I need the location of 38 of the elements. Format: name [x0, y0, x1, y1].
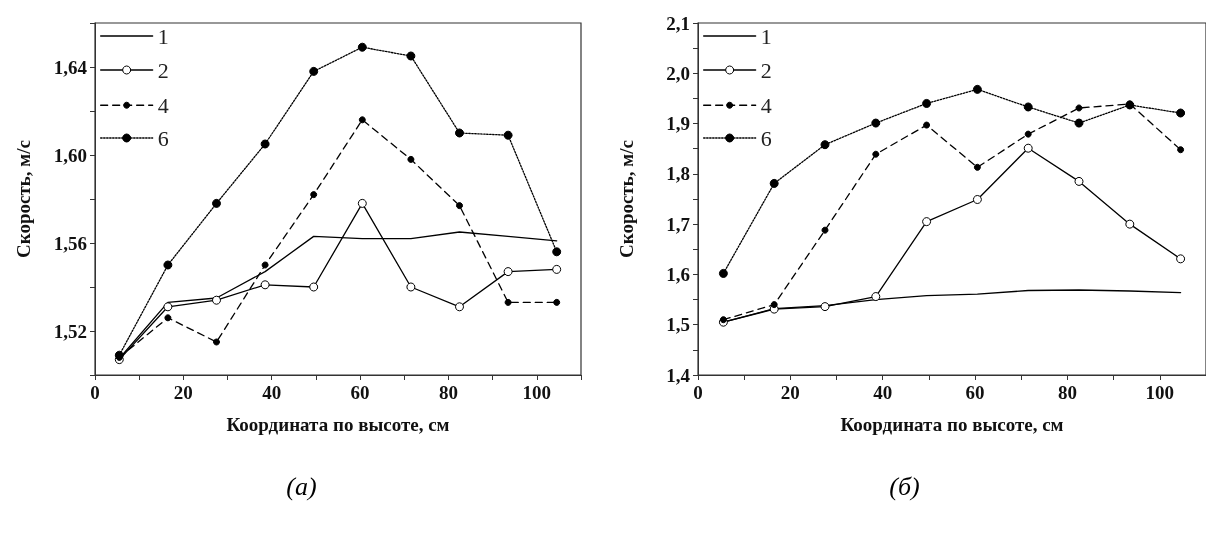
x-tick-label: 100 — [1145, 382, 1175, 403]
text: (a) — [286, 471, 317, 501]
y-tick-label: 1,7 — [666, 213, 691, 235]
text: (б) — [889, 471, 920, 501]
x-tick-label: 0 — [693, 382, 703, 403]
x-tick-label: 60 — [350, 382, 370, 403]
y-tick-label: 1,9 — [666, 113, 690, 135]
legend-label: 1 — [760, 23, 772, 49]
y-tick-label: 1,8 — [666, 163, 690, 185]
y-axis-title: Скорость, м/с — [13, 140, 34, 258]
x-tick-label: 20 — [780, 382, 800, 403]
y-tick-label: 1,60 — [53, 144, 87, 166]
x-tick-label: 40 — [873, 382, 893, 403]
legend-label: 1 — [157, 23, 169, 49]
y-axis-title: Скорость, м/с — [616, 140, 637, 258]
y-tick-label: 1,56 — [53, 232, 87, 254]
legend-label: 6 — [760, 125, 772, 151]
x-axis-title: Координата по высоте, см — [226, 414, 450, 435]
legend-label: 6 — [157, 125, 169, 151]
x-tick-label: 80 — [1057, 382, 1077, 403]
legend-label: 2 — [157, 57, 169, 83]
legend-label: 2 — [760, 57, 772, 83]
y-tick-label: 1,4 — [666, 364, 691, 386]
x-axis-title: Координата по высоте, см — [840, 414, 1064, 435]
x-tick-label: 20 — [173, 382, 193, 403]
legend-label: 4 — [760, 92, 772, 118]
y-tick-label: 1,5 — [666, 314, 690, 336]
y-tick-label: 1,52 — [53, 320, 87, 342]
x-tick-label: 80 — [438, 382, 458, 403]
x-tick-label: 0 — [90, 382, 100, 403]
y-tick-label: 1,64 — [53, 56, 88, 78]
x-tick-label: 40 — [262, 382, 282, 403]
y-tick-label: 2,0 — [666, 62, 690, 84]
x-tick-label: 100 — [522, 382, 552, 403]
legend-label: 4 — [157, 92, 169, 118]
y-tick-label: 2,1 — [666, 12, 690, 34]
y-tick-label: 1,6 — [666, 263, 690, 285]
x-tick-label: 60 — [965, 382, 985, 403]
